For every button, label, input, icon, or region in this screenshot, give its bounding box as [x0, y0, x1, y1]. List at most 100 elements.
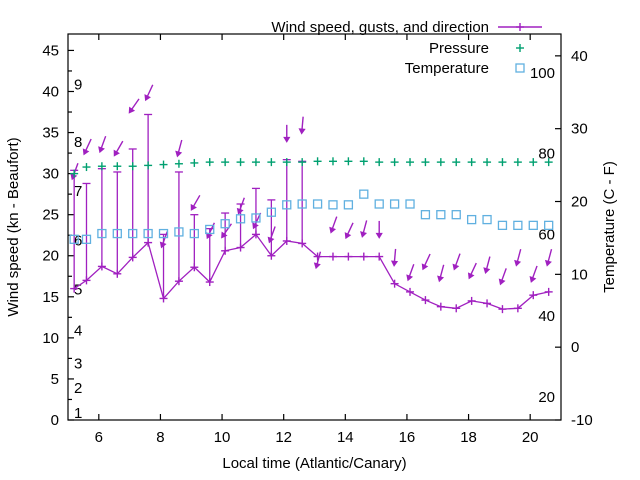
temperature-point	[436, 210, 446, 220]
beaufort-scale-label: 8	[74, 134, 82, 151]
temperature-point	[420, 210, 431, 220]
wind-speed-point	[359, 252, 368, 261]
temperature-point	[189, 228, 199, 239]
temperature-point	[389, 199, 400, 209]
pressure-point	[236, 158, 245, 167]
legend-swatch-plus	[516, 23, 524, 31]
y-axis-tick-label: 0	[51, 412, 59, 429]
wind-direction-arrow	[467, 262, 477, 280]
y2-axis-tick-label: 30	[571, 121, 588, 138]
temperature-point	[528, 220, 538, 231]
x-axis-title: Local time (Atlantic/Canary)	[222, 455, 406, 472]
temperature-point	[312, 199, 323, 209]
wind-speed-line	[73, 233, 549, 310]
wind-speed-point	[436, 302, 445, 311]
wind-speed-point	[251, 230, 260, 239]
pressure-point	[328, 157, 337, 166]
gust-bars	[70, 113, 307, 299]
temperature-point	[205, 224, 215, 235]
wind-direction-arrow	[128, 98, 140, 114]
beaufort-scale-label: 3	[74, 356, 82, 373]
fahrenheit-scale-label: 20	[538, 389, 555, 406]
fahrenheit-scale-label: 60	[538, 227, 555, 244]
wind-speed-point	[298, 239, 307, 248]
wind-speed-point	[190, 263, 199, 272]
temperature-point	[328, 200, 338, 210]
fahrenheit-scale-label: 40	[538, 308, 555, 325]
temperature-point	[497, 220, 508, 231]
wind-direction-arrow	[221, 223, 233, 239]
wind-direction-arrow	[544, 249, 553, 267]
wind-direction-arrow	[421, 253, 431, 271]
x-axis-tick-label: 8	[156, 429, 164, 446]
y2-axis-tick-label: -10	[571, 412, 593, 429]
x-axis-tick-label: 10	[214, 429, 231, 446]
temperature-point	[143, 228, 153, 239]
wind-direction-arrow	[267, 226, 276, 244]
beaufort-scale-label: 4	[74, 323, 82, 340]
wind-direction-arrow	[113, 140, 124, 157]
temperature-point	[343, 200, 354, 210]
y-axis-tick-label: 15	[42, 289, 59, 306]
wind-speed-point	[267, 251, 276, 260]
pressure-point	[452, 158, 461, 167]
wind-speed-point	[128, 253, 137, 262]
x-axis-tick-label: 18	[460, 429, 477, 446]
y2-axis-tick-label: 0	[571, 339, 579, 356]
temperature-point	[466, 214, 477, 225]
wind-speed-point	[205, 278, 214, 287]
pressure-point	[544, 158, 553, 167]
pressure-point	[344, 157, 353, 166]
temperature-point	[405, 199, 415, 209]
temperature-point	[544, 220, 554, 231]
wind-direction-arrow	[437, 264, 445, 283]
wind-direction-arrow	[498, 268, 507, 286]
pressure-point	[421, 158, 430, 167]
legend-label-1: Pressure	[429, 40, 489, 57]
temperature-point	[482, 214, 492, 225]
wind-direction-arrow	[344, 222, 354, 240]
wind-speed-point	[498, 305, 507, 314]
y2-axis-tick-label: 40	[571, 48, 588, 65]
y-axis-tick-label: 25	[42, 207, 59, 224]
wind-speed-point	[236, 243, 245, 252]
wind-speed-point	[174, 277, 183, 286]
pressure-point	[251, 158, 260, 167]
wind-speed-point	[375, 252, 384, 261]
temperature-point	[81, 234, 92, 244]
wind-speed-point	[221, 246, 230, 255]
wind-direction-arrow	[82, 138, 92, 156]
y-axis-tick-label: 5	[51, 371, 59, 388]
y-axis-tick-label: 40	[42, 83, 59, 100]
wind-speed-point	[70, 284, 79, 293]
wind-speed-point	[313, 252, 322, 261]
legend-label-0: Wind speed, gusts, and direction	[271, 19, 489, 36]
y-axis-tick-label: 10	[42, 330, 59, 347]
pressure-point	[375, 158, 384, 167]
wind-direction-arrow	[175, 139, 183, 158]
beaufort-scale-label: 2	[74, 380, 82, 397]
temperature-point	[235, 214, 246, 224]
temperature-point	[451, 210, 461, 220]
wind-direction-arrow	[483, 256, 491, 275]
temperature-point	[266, 207, 277, 217]
y2-axis-tick-label: 10	[571, 266, 588, 283]
wind-speed-point	[513, 304, 522, 313]
pressure-point	[82, 163, 91, 172]
temperature-point	[69, 234, 79, 244]
fahrenheit-scale-label: 80	[538, 146, 555, 163]
temperature-point	[112, 228, 122, 239]
pressure-point	[513, 158, 522, 167]
pressure-point	[483, 158, 492, 167]
fahrenheit-scale-label: 100	[530, 65, 555, 82]
wind-speed-point	[159, 294, 168, 303]
wind-direction-arrow	[144, 84, 154, 102]
wind-speed-point	[328, 252, 337, 261]
wind-speed-point	[97, 262, 106, 271]
pressure-point	[70, 169, 79, 178]
temperature-point	[513, 220, 523, 231]
temperature-point	[174, 227, 184, 237]
x-axis-tick-label: 14	[337, 429, 354, 446]
beaufort-scale-label: 1	[74, 405, 82, 422]
